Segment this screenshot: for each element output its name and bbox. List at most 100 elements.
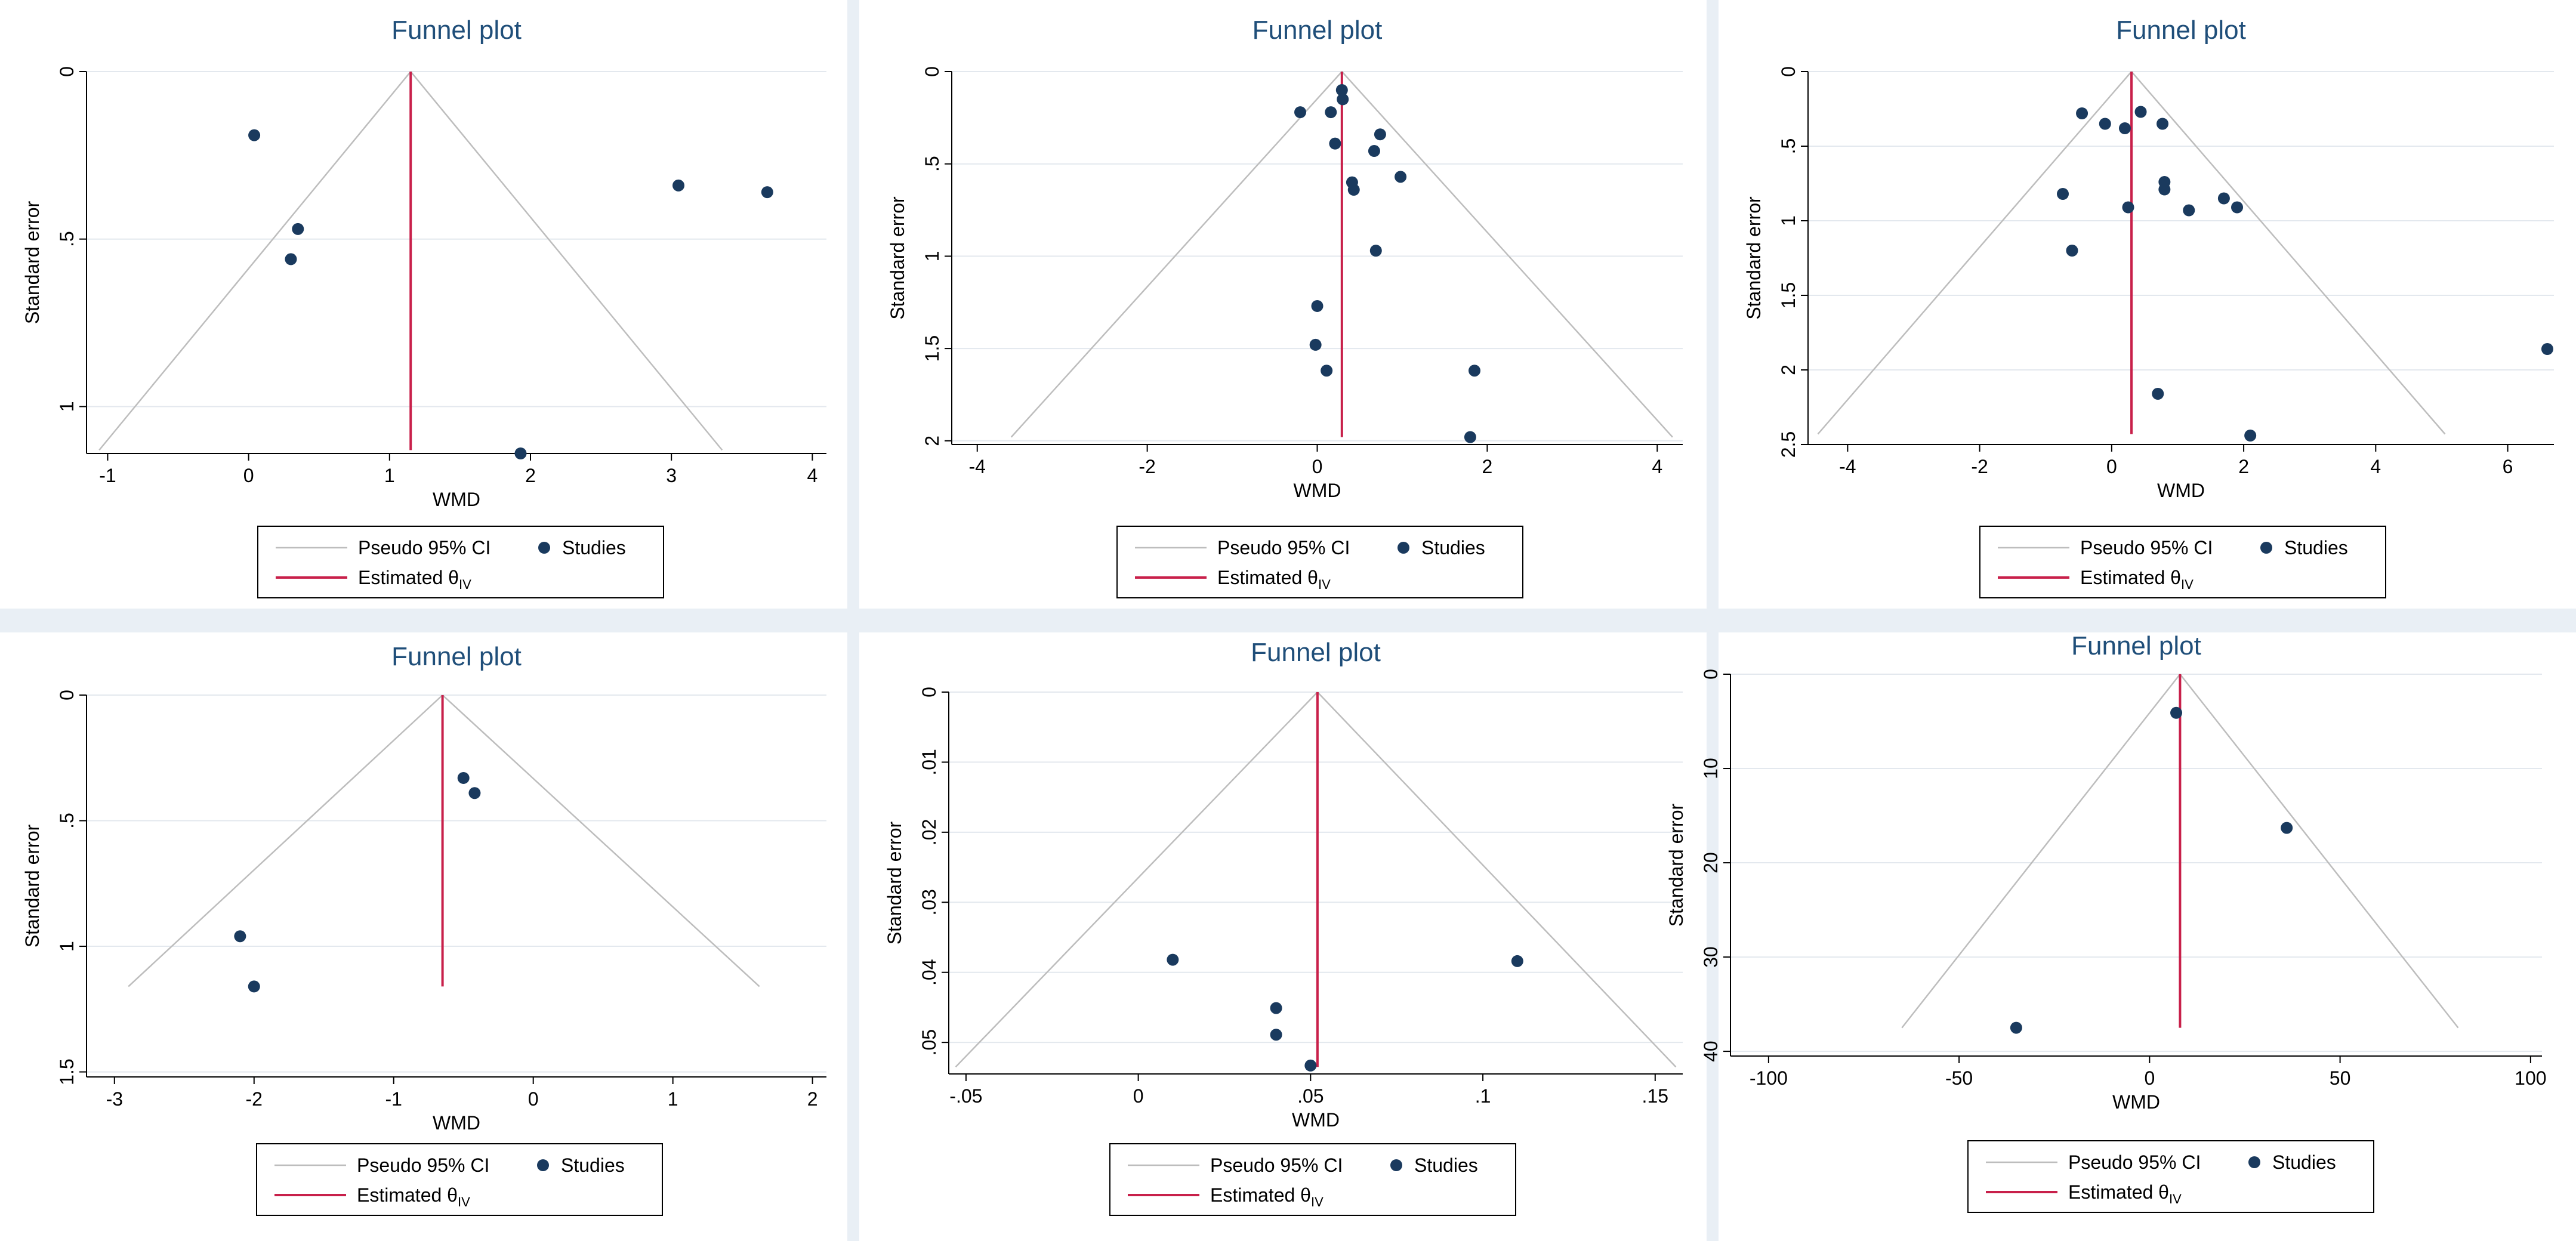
panel-background bbox=[1719, 0, 2576, 609]
x-tick-label: -1 bbox=[385, 1088, 402, 1110]
x-tick-label: 6 bbox=[2503, 456, 2513, 477]
y-tick-label: 40 bbox=[1700, 1041, 1722, 1062]
x-tick-label: 1 bbox=[668, 1088, 678, 1110]
study-point bbox=[234, 930, 246, 943]
y-tick-label: 20 bbox=[1700, 852, 1722, 873]
y-tick-label: .5 bbox=[921, 156, 943, 172]
study-point bbox=[2157, 118, 2169, 130]
x-axis-label: WMD bbox=[2157, 480, 2205, 501]
x-tick-label: 0 bbox=[2144, 1067, 2155, 1089]
x-tick-label: -2 bbox=[1971, 456, 1988, 477]
study-point bbox=[1395, 171, 1407, 183]
study-point bbox=[2122, 201, 2134, 214]
x-axis-label: WMD bbox=[433, 1112, 480, 1134]
y-tick-label: 1 bbox=[1778, 215, 1799, 226]
legend-estimate-label: Estimated θIV bbox=[2080, 567, 2194, 592]
x-tick-label: 4 bbox=[807, 465, 817, 486]
chart-title: Funnel plot bbox=[391, 642, 522, 671]
funnel-ci-right bbox=[2179, 674, 2459, 1029]
y-tick-label: 30 bbox=[1700, 946, 1722, 968]
legend-box bbox=[256, 1143, 663, 1216]
x-tick-label: 2 bbox=[1482, 456, 1492, 477]
study-point bbox=[2056, 188, 2069, 200]
x-tick-label: -100 bbox=[1750, 1067, 1788, 1089]
panel-background bbox=[1719, 632, 2576, 1241]
y-tick-label: .5 bbox=[56, 813, 78, 829]
x-tick-label: -50 bbox=[1945, 1067, 1973, 1089]
panel-background bbox=[0, 0, 847, 609]
study-point bbox=[285, 253, 297, 266]
study-point bbox=[1469, 365, 1481, 377]
legend-ci-label: Pseudo 95% CI bbox=[2080, 537, 2213, 558]
x-tick-label: 0 bbox=[528, 1088, 539, 1110]
study-point bbox=[1347, 184, 1360, 196]
study-point bbox=[1167, 953, 1179, 966]
study-point bbox=[761, 186, 773, 199]
study-point bbox=[2183, 204, 2195, 217]
funnel-ci-left bbox=[955, 691, 1318, 1068]
y-tick-label: 10 bbox=[1700, 758, 1722, 779]
study-point bbox=[514, 447, 527, 459]
funnel-plot-6: Funnel plot -100 -50 0 50 100 0 10 20 30 40 WMD Stan… bbox=[1665, 631, 2576, 1241]
y-tick-label: 0 bbox=[918, 687, 940, 697]
study-point bbox=[1368, 145, 1380, 158]
study-point bbox=[2541, 343, 2553, 355]
legend-studies-label: Studies bbox=[561, 1154, 625, 1176]
legend-studies-marker bbox=[1397, 542, 1409, 554]
legend-studies-label: Studies bbox=[2272, 1152, 2336, 1173]
x-tick-label: -4 bbox=[969, 456, 986, 477]
legend-estimate-label: Estimated θIV bbox=[1210, 1184, 1324, 1209]
y-tick-label: .02 bbox=[918, 819, 940, 845]
funnel-ci-right bbox=[442, 694, 760, 987]
legend-box bbox=[1979, 526, 2386, 598]
funnel-ci-left bbox=[98, 71, 412, 451]
funnel-plot-3: Funnel plot -4 -2 0 2 4 6 0 .5 1 1.5 2 2.5 WMD Standar… bbox=[1719, 0, 2576, 609]
study-point bbox=[2099, 118, 2111, 130]
legend-estimate-label: Estimated θIV bbox=[1217, 567, 1331, 592]
y-tick-label: 0 bbox=[921, 66, 943, 77]
study-point bbox=[248, 980, 260, 993]
y-tick-label: 2.5 bbox=[1778, 431, 1799, 458]
legend-studies-label: Studies bbox=[562, 537, 626, 558]
funnel-ci-right bbox=[2131, 71, 2446, 435]
funnel-ci-right bbox=[1341, 71, 1673, 438]
study-point bbox=[2134, 106, 2147, 118]
legend-box bbox=[1109, 1143, 1516, 1216]
panel-background bbox=[859, 632, 1707, 1241]
y-tick-label: 0 bbox=[56, 66, 78, 77]
legend-ci-label: Pseudo 95% CI bbox=[2068, 1152, 2201, 1173]
legend-box bbox=[1967, 1140, 2374, 1213]
study-point bbox=[672, 179, 684, 192]
funnel-plot-2: Funnel plot -4 -2 0 2 4 0 .5 1 1.5 2 WMD Standard er… bbox=[859, 0, 1707, 609]
x-tick-label: 4 bbox=[2370, 456, 2381, 477]
study-point bbox=[2244, 430, 2257, 442]
y-axis-label: Standard error bbox=[1665, 803, 1687, 927]
study-point bbox=[2158, 183, 2171, 196]
y-tick-label: .03 bbox=[918, 889, 940, 915]
legend-studies-marker bbox=[538, 542, 550, 554]
study-point bbox=[1329, 137, 1341, 150]
x-tick-label: 3 bbox=[666, 465, 677, 486]
funnel-ci-left bbox=[128, 694, 443, 987]
funnel-plot-1: Funnel plot -1 0 1 2 3 4 0 .5 1 WMD Standard error P… bbox=[0, 0, 847, 609]
x-tick-label: -1 bbox=[99, 465, 116, 486]
y-tick-label: 1 bbox=[56, 402, 78, 412]
legend-estimate-label: Estimated θIV bbox=[2068, 1181, 2182, 1206]
x-tick-label: 0 bbox=[1312, 456, 1323, 477]
study-point bbox=[1304, 1059, 1317, 1072]
study-point bbox=[1374, 128, 1386, 141]
study-point bbox=[1294, 106, 1307, 119]
funnel-ci-right bbox=[1316, 691, 1677, 1068]
legend-studies-marker bbox=[2260, 542, 2272, 554]
legend-studies-label: Studies bbox=[1414, 1154, 1478, 1176]
funnel-ci-left bbox=[1010, 71, 1343, 438]
y-tick-label: .04 bbox=[918, 959, 940, 985]
x-axis-label: WMD bbox=[433, 489, 480, 510]
x-axis-label: WMD bbox=[1292, 1109, 1340, 1131]
study-point bbox=[468, 787, 481, 799]
x-tick-label: 2 bbox=[525, 465, 536, 486]
chart-title: Funnel plot bbox=[2116, 16, 2246, 45]
study-point bbox=[2010, 1021, 2022, 1034]
funnel-ci-right bbox=[410, 71, 723, 451]
